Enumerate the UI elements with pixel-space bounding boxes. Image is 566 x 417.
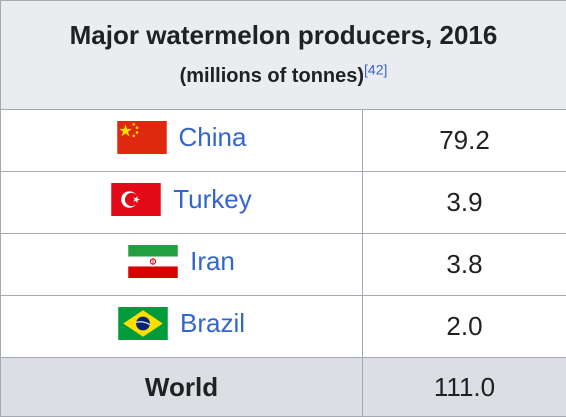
country-cell: Brazil — [1, 296, 363, 358]
country-cell: China — [1, 110, 363, 172]
table-subtitle: (millions of tonnes)[42] — [1, 61, 566, 91]
country-cell: Iran — [1, 234, 363, 296]
value-cell: 3.9 — [363, 172, 566, 234]
total-row: World 111.0 — [1, 358, 566, 417]
table-row: Iran 3.8 — [1, 234, 566, 296]
table-caption: Major watermelon producers, 2016 (millio… — [1, 1, 566, 110]
value-cell: 2.0 — [363, 296, 566, 358]
table-row: Brazil 2.0 — [1, 296, 566, 358]
country-link-iran[interactable]: Iran — [190, 246, 235, 277]
country-link-brazil[interactable]: Brazil — [180, 308, 245, 339]
iran-flag-icon — [128, 245, 178, 278]
subtitle-text: (millions of tonnes) — [180, 65, 364, 87]
reference-link[interactable]: [42] — [364, 61, 387, 77]
value-cell: 79.2 — [363, 110, 566, 172]
table-row: Turkey 3.9 — [1, 172, 566, 234]
brazil-flag-icon — [118, 307, 168, 340]
country-link-turkey[interactable]: Turkey — [173, 184, 252, 215]
country-cell: Turkey — [1, 172, 363, 234]
turkey-flag-icon — [111, 183, 161, 216]
value-cell: 3.8 — [363, 234, 566, 296]
china-flag-icon — [117, 121, 167, 154]
country-link-china[interactable]: China — [179, 122, 247, 153]
total-value: 111.0 — [363, 358, 566, 417]
table-row: China 79.2 — [1, 110, 566, 172]
total-label: World — [1, 358, 363, 417]
table-title: Major watermelon producers, 2016 — [1, 19, 566, 51]
